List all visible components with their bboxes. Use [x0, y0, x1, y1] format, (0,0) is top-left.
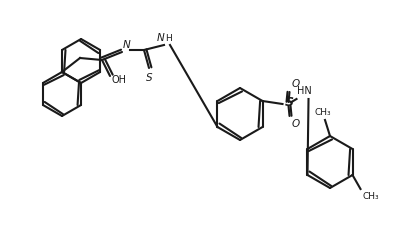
Text: CH₃: CH₃: [315, 108, 331, 117]
Text: N: N: [157, 33, 165, 43]
Text: H: H: [165, 34, 172, 43]
Text: N: N: [123, 40, 131, 50]
Text: OH: OH: [112, 75, 127, 85]
Text: S: S: [146, 73, 152, 83]
Text: O: O: [292, 79, 300, 89]
Text: O: O: [292, 119, 300, 129]
Text: S: S: [284, 97, 293, 109]
Text: HN: HN: [297, 86, 311, 96]
Text: CH₃: CH₃: [363, 192, 379, 201]
